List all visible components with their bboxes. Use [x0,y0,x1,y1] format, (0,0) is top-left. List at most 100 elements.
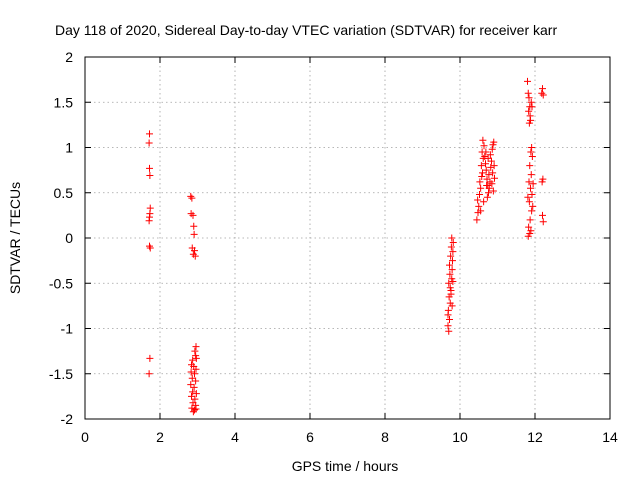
data-point [490,138,498,146]
data-point [191,395,199,403]
data-point [525,178,533,186]
data-point [445,279,453,287]
data-point [479,169,486,177]
y-tick-label: -1 [61,321,74,337]
y-tick-label: 1.5 [54,94,74,110]
data-point [187,210,195,218]
data-point [524,232,532,240]
data-point [447,290,455,298]
x-tick-label: 2 [156,429,164,445]
data-point [474,196,482,204]
data-point [446,270,454,278]
data-point [526,112,534,120]
data-point [192,377,200,385]
data-point [487,163,495,171]
data-point [448,266,456,274]
data-point [191,347,199,355]
data-point [189,388,197,396]
data-point [485,171,493,179]
data-point [449,239,457,247]
data-point [524,77,531,85]
x-tick-label: 10 [452,429,468,445]
data-point [449,248,457,256]
data-point [473,216,481,224]
data-point [449,257,456,265]
data-point [448,234,456,242]
data-point [525,198,533,206]
data-point [444,311,452,319]
data-point [525,94,533,102]
data-points [145,77,547,416]
data-point [146,164,153,172]
data-point [527,171,535,179]
data-point [529,202,537,210]
data-point [479,136,487,144]
data-point [145,370,153,378]
data-point [539,91,547,99]
data-point [480,142,488,150]
data-point [483,193,491,201]
x-tick-labels: 0 2 4 6 8 10 12 14 [81,429,618,445]
x-tick-label: 4 [231,429,239,445]
data-point [192,343,200,351]
data-point [476,178,484,186]
data-point [482,166,490,174]
data-point [488,145,496,153]
data-point [528,103,536,111]
data-point [526,216,534,224]
x-tick-label: 6 [306,429,314,445]
data-point [482,160,489,168]
data-point [190,230,198,238]
data-point [192,365,200,373]
data-point [189,211,197,219]
data-point [446,261,453,269]
data-point [447,243,455,251]
data-point [477,207,485,215]
data-point [525,223,533,231]
y-tick-label: -0.5 [49,275,73,291]
data-point [527,148,535,156]
data-point [445,327,453,335]
data-point [191,370,198,378]
data-point [539,218,547,226]
data-point [476,191,483,199]
data-point [192,354,200,362]
data-point [529,180,537,188]
data-point [491,174,498,182]
data-point [190,222,198,230]
data-point [146,354,154,362]
data-point [528,207,536,215]
data-point [192,390,200,398]
y-tick-labels: -2 -1.5 -1 -0.5 0 0.5 1 1.5 2 [49,49,73,427]
data-point [446,284,454,292]
data-point [446,315,453,323]
data-point [482,148,490,156]
data-point [525,119,533,127]
data-point [527,98,535,106]
axis-ticks [84,56,611,420]
data-point [480,198,488,206]
data-point [489,187,497,195]
data-point [489,169,497,177]
data-point [528,144,536,151]
y-tick-label: 0 [65,230,73,246]
data-point [146,244,154,252]
y-tick-label: 0.5 [54,185,74,201]
data-point [528,191,536,199]
x-axis-label: GPS time / hours [292,458,399,474]
data-point [525,107,533,115]
data-point [145,217,153,225]
data-point [524,89,532,97]
data-point [145,139,153,147]
data-point [187,368,195,376]
data-point [449,277,457,285]
data-point [191,252,199,260]
data-point [444,322,452,330]
data-point [477,184,485,192]
data-point [486,151,494,159]
data-point [527,184,534,192]
data-point [477,162,485,170]
data-point [146,242,153,250]
data-point [475,202,483,210]
